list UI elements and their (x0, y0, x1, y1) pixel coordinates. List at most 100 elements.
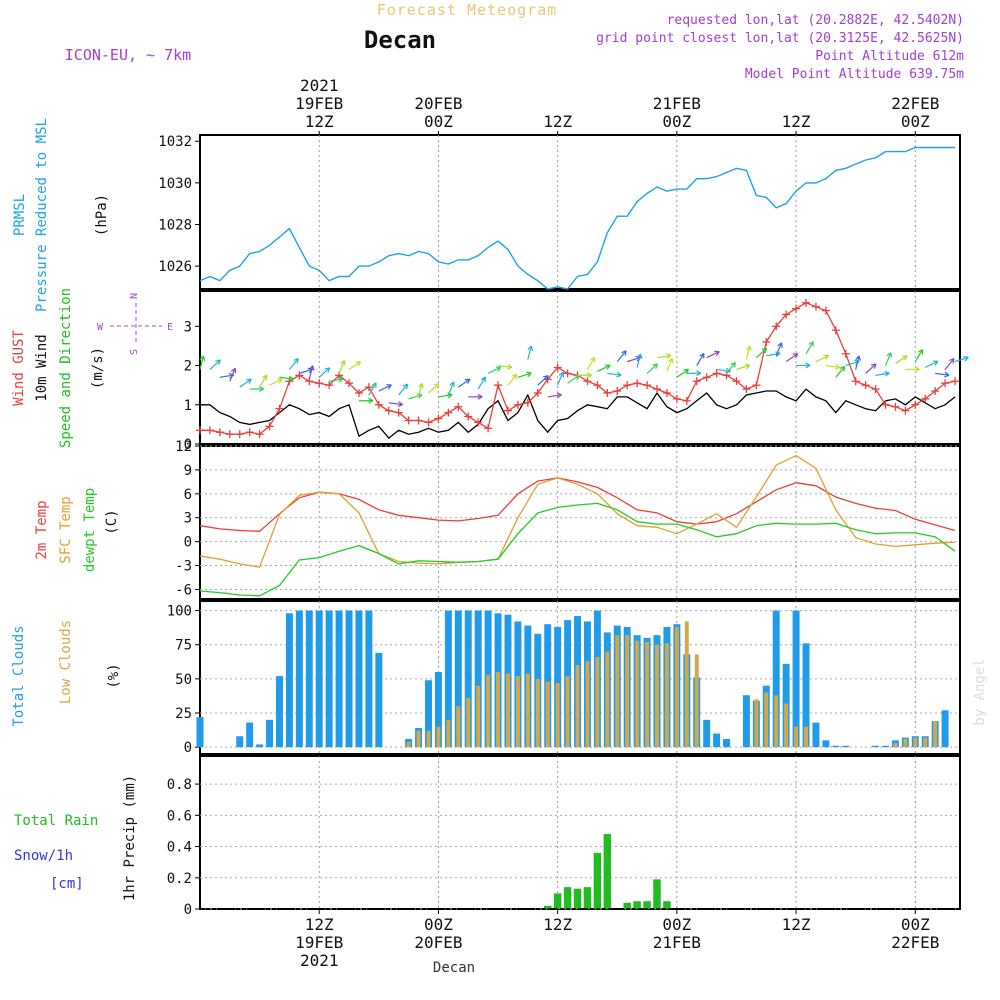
low-cloud-bar (754, 699, 759, 748)
gust-marker (732, 377, 741, 386)
arrow-head (230, 367, 236, 372)
wind-direction-arrow (259, 374, 268, 388)
arrow-head (775, 353, 781, 358)
pressure-axis-title: PRMSL Pressure Reduced to MSL (hPa) (12, 118, 110, 312)
wind-direction-arrow (199, 355, 206, 370)
temperature-panel: -6 -3 0 3 6 9 12 (175, 439, 961, 600)
top-time-label: 21FEB (653, 94, 701, 113)
arrow-head (447, 392, 453, 396)
arrow-head (368, 400, 374, 404)
gust-marker (752, 381, 761, 390)
gust-marker (374, 400, 383, 409)
total-cloud-bar (454, 610, 462, 748)
gust-marker (921, 394, 930, 403)
arrow-head (215, 359, 221, 362)
y-tick-label: 2 (184, 359, 192, 375)
arrow-shaft (557, 371, 564, 386)
low-cloud-bar (426, 730, 431, 748)
total-cloud-bar (335, 610, 343, 748)
bottom-time-label: 00Z (424, 915, 453, 934)
arrow-head (904, 355, 908, 361)
arrow-shaft (775, 342, 783, 356)
low-cloud-bar (655, 644, 659, 748)
top-time-label: 19FEB (295, 94, 343, 113)
gust-marker (871, 385, 880, 394)
wind-direction-arrow (895, 355, 908, 365)
wind-label: 10m Wind (34, 334, 50, 401)
model-altitude: Model Point Altitude 639.75m (745, 67, 964, 82)
pressure-label-line2: Pressure Reduced to MSL (34, 118, 50, 312)
wind-direction-arrow (775, 342, 783, 356)
gust-marker (494, 381, 503, 390)
gust-marker (464, 412, 473, 421)
arrow-head (515, 374, 518, 380)
wind-direction-arrow (428, 382, 440, 394)
total-cloud-bar (236, 736, 244, 748)
gust-label: Wind GUST (11, 330, 27, 406)
wind-direction-arrow (696, 353, 705, 366)
total-cloud-bar (723, 738, 731, 748)
wind-direction-arrow (884, 352, 892, 366)
snow-unit-label: [cm] (50, 876, 84, 892)
wind-direction-arrow (329, 376, 344, 383)
point-altitude: Point Altitude 612m (815, 49, 964, 64)
wind-direction-arrow (656, 353, 672, 360)
wind-direction-arrow (736, 363, 751, 371)
arrow-head (530, 345, 534, 352)
bottom-time-label: 12Z (543, 915, 572, 934)
top-time-label: 12Z (305, 112, 334, 131)
bottom-time-label: 22FEB (891, 933, 939, 952)
arrow-head (825, 355, 830, 360)
arrow-shaft (845, 360, 860, 367)
gust-marker (196, 426, 204, 435)
arrow-shaft (259, 374, 268, 388)
sfc-temp-line (199, 454, 956, 568)
arrow-head (761, 347, 767, 351)
arrow-head (202, 355, 206, 361)
wind-direction-arrow (935, 371, 950, 378)
gust-marker (662, 389, 671, 397)
precip-bar (593, 852, 602, 909)
arrow-head (527, 345, 532, 351)
arrow-head (562, 372, 565, 378)
wind-direction-arrow (646, 363, 658, 374)
precip-panel: 0 0.2 0.4 0.6 0.8 (167, 755, 961, 918)
requested-coords: requested lon,lat (20.2882E, 42.5402N) (667, 13, 964, 28)
total-cloud-bar (196, 717, 204, 748)
arrow-head (733, 362, 736, 368)
arrow-shaft (766, 352, 781, 357)
arrow-head (402, 383, 408, 387)
arrow-head (449, 381, 455, 386)
total-cloud-bar (246, 722, 254, 748)
arrow-shaft (279, 376, 294, 380)
gust-marker (354, 389, 363, 397)
y-tick-label: 0.8 (167, 777, 192, 793)
total-cloud-bar (792, 610, 800, 748)
arrow-shaft (914, 349, 923, 362)
wind-direction-arrow (487, 366, 502, 374)
gust-marker (503, 406, 512, 415)
arrow-head (262, 374, 268, 379)
clouds-frame (199, 600, 961, 755)
low-cloud-bar (933, 721, 938, 748)
arrow-shaft (239, 378, 252, 388)
clouds-panel: 0 25 50 75 100 (167, 600, 961, 756)
arrow-head (685, 369, 689, 375)
y-tick-label: 0 (184, 437, 192, 453)
arrow-head (934, 361, 939, 366)
total-cloud-bar (276, 676, 283, 748)
gust-marker (513, 400, 522, 409)
gust-marker (345, 379, 354, 388)
arrow-head (477, 393, 483, 398)
arrow-shaft (209, 359, 221, 370)
gust-marker (821, 306, 830, 315)
gust-marker (742, 385, 751, 394)
bottom-time-label: 12Z (782, 915, 811, 934)
y-tick-label: 9 (184, 463, 192, 479)
gust-marker (841, 349, 850, 358)
arrow-head (655, 363, 658, 369)
gust-marker (235, 430, 244, 439)
compass-east: E (167, 322, 173, 333)
wind-direction-arrow (914, 349, 924, 362)
wind-direction-arrow (924, 360, 939, 369)
